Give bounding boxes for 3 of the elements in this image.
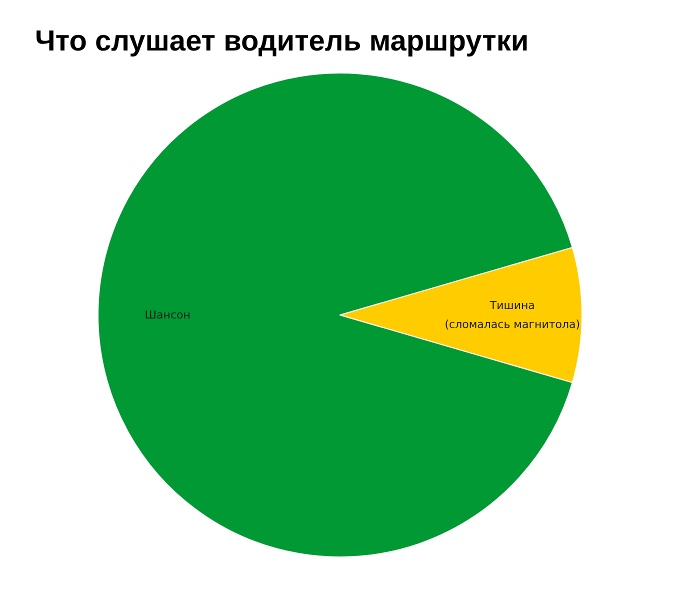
slice-label: Шансон (144, 308, 190, 322)
chart-title: Что слушает водитель маршрутки (35, 26, 529, 58)
slice-label: Тишина (сломалась магнитола) (444, 299, 580, 331)
